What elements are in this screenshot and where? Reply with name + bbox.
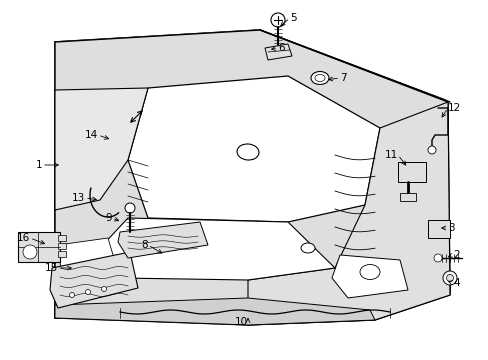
Circle shape xyxy=(433,254,441,262)
Polygon shape xyxy=(55,88,148,210)
Text: 11: 11 xyxy=(384,150,397,160)
Text: 4: 4 xyxy=(452,278,459,288)
Circle shape xyxy=(427,146,435,154)
Text: 8: 8 xyxy=(141,240,148,250)
FancyBboxPatch shape xyxy=(58,235,66,241)
Polygon shape xyxy=(50,252,138,308)
FancyBboxPatch shape xyxy=(58,251,66,257)
Ellipse shape xyxy=(301,243,314,253)
Polygon shape xyxy=(58,238,118,278)
Text: 1: 1 xyxy=(35,160,42,170)
Polygon shape xyxy=(55,30,449,325)
Circle shape xyxy=(102,287,106,292)
FancyBboxPatch shape xyxy=(397,162,425,182)
Circle shape xyxy=(446,274,452,282)
Ellipse shape xyxy=(310,72,328,85)
FancyBboxPatch shape xyxy=(399,193,415,201)
Text: 5: 5 xyxy=(289,13,296,23)
Text: 10: 10 xyxy=(234,317,247,327)
Circle shape xyxy=(23,245,37,259)
Polygon shape xyxy=(55,30,449,318)
Ellipse shape xyxy=(314,75,325,81)
Text: 2: 2 xyxy=(452,250,459,260)
Text: 6: 6 xyxy=(278,43,284,53)
Text: 16: 16 xyxy=(17,233,30,243)
Text: 13: 13 xyxy=(72,193,85,203)
Polygon shape xyxy=(100,218,334,280)
Circle shape xyxy=(85,289,90,294)
Text: 14: 14 xyxy=(84,130,98,140)
Circle shape xyxy=(125,203,135,213)
Text: 15: 15 xyxy=(45,263,58,273)
Text: 3: 3 xyxy=(447,223,454,233)
FancyBboxPatch shape xyxy=(58,243,66,249)
Circle shape xyxy=(69,292,74,297)
Polygon shape xyxy=(331,255,407,298)
Polygon shape xyxy=(55,298,374,325)
FancyBboxPatch shape xyxy=(427,220,449,238)
Text: 12: 12 xyxy=(447,103,460,113)
Circle shape xyxy=(442,271,456,285)
Polygon shape xyxy=(128,76,379,222)
Polygon shape xyxy=(55,30,444,200)
Circle shape xyxy=(270,13,285,27)
Text: 7: 7 xyxy=(339,73,346,83)
Ellipse shape xyxy=(359,265,379,279)
FancyBboxPatch shape xyxy=(18,232,60,262)
Text: 9: 9 xyxy=(105,213,112,223)
Polygon shape xyxy=(118,222,207,258)
Ellipse shape xyxy=(237,144,259,160)
Polygon shape xyxy=(264,44,291,60)
Polygon shape xyxy=(247,102,449,325)
